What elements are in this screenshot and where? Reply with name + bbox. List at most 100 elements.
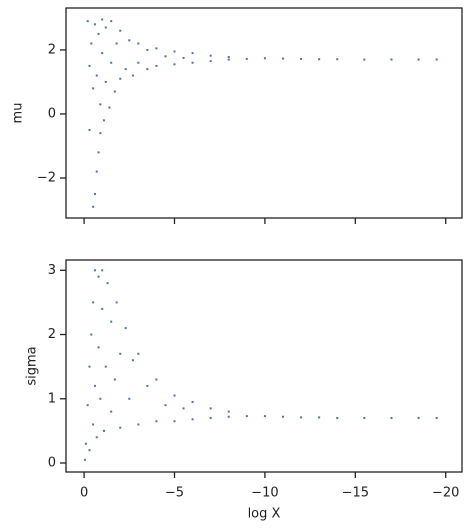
axes-frame [65, 259, 463, 473]
point [137, 352, 140, 355]
point [155, 47, 158, 50]
point [92, 301, 95, 304]
axes-frame [65, 7, 463, 219]
point [263, 415, 266, 418]
point [363, 58, 366, 61]
point [102, 429, 105, 432]
point [155, 64, 158, 67]
point [173, 50, 176, 53]
point [191, 400, 194, 403]
point [106, 282, 109, 285]
point [336, 58, 339, 61]
y-axis-label: mu [11, 103, 26, 124]
point [124, 327, 127, 330]
point [119, 77, 122, 80]
point [108, 106, 111, 109]
point [173, 63, 176, 66]
point [83, 458, 86, 461]
y-tick-label: 0 [48, 456, 56, 471]
point [93, 192, 96, 195]
point [86, 20, 89, 23]
point [146, 48, 149, 51]
point [209, 417, 212, 420]
y-tick-label: 3 [48, 263, 56, 278]
point [88, 449, 91, 452]
y-tick-label: −2 [37, 170, 56, 185]
point [90, 333, 93, 336]
point [113, 90, 116, 93]
point [110, 320, 113, 323]
x-tick-label: −10 [251, 486, 278, 501]
point [101, 269, 104, 272]
point [281, 415, 284, 418]
point [93, 384, 96, 387]
point [182, 407, 185, 410]
point [336, 417, 339, 420]
point [435, 417, 438, 420]
point [281, 57, 284, 60]
point [227, 55, 230, 58]
point [88, 128, 91, 131]
point [92, 423, 95, 426]
point [164, 404, 167, 407]
point [128, 39, 131, 42]
point [110, 61, 113, 64]
point [131, 74, 134, 77]
point [102, 119, 105, 122]
point [97, 32, 100, 35]
point [128, 397, 131, 400]
y-tick-label: 0 [48, 106, 56, 121]
point [93, 23, 96, 26]
point [104, 80, 107, 83]
point [173, 420, 176, 423]
point [146, 384, 149, 387]
point [137, 61, 140, 64]
point [124, 68, 127, 71]
y-tick-label: 2 [48, 42, 56, 57]
point [155, 378, 158, 381]
point [110, 410, 113, 413]
point [95, 74, 98, 77]
point [155, 420, 158, 423]
point [300, 57, 303, 60]
point [119, 352, 122, 355]
point [90, 42, 93, 45]
point [101, 18, 104, 21]
point [97, 275, 100, 278]
point [227, 58, 230, 61]
point [146, 68, 149, 71]
point [95, 436, 98, 439]
x-tick-label: −20 [432, 486, 459, 501]
point [92, 87, 95, 90]
y-axis-label: sigma [25, 346, 40, 385]
point [93, 269, 96, 272]
point [115, 42, 118, 45]
point [318, 416, 321, 419]
y-tick-label: 1 [48, 391, 56, 406]
point [209, 407, 212, 410]
point [95, 170, 98, 173]
point [417, 58, 420, 61]
point [435, 58, 438, 61]
point [115, 301, 118, 304]
point [363, 417, 366, 420]
point [191, 418, 194, 421]
y-tick-label: 2 [48, 327, 56, 342]
point [131, 359, 134, 362]
point [173, 394, 176, 397]
point [104, 26, 107, 29]
point [318, 58, 321, 61]
point [110, 20, 113, 23]
point [92, 205, 95, 208]
point [101, 307, 104, 310]
point [104, 365, 107, 368]
point [191, 52, 194, 55]
x-tick-label: −15 [342, 486, 369, 501]
point [390, 58, 393, 61]
point [245, 57, 248, 60]
point [101, 52, 104, 55]
point [99, 397, 102, 400]
x-tick-label: 0 [80, 486, 88, 501]
point [137, 423, 140, 426]
